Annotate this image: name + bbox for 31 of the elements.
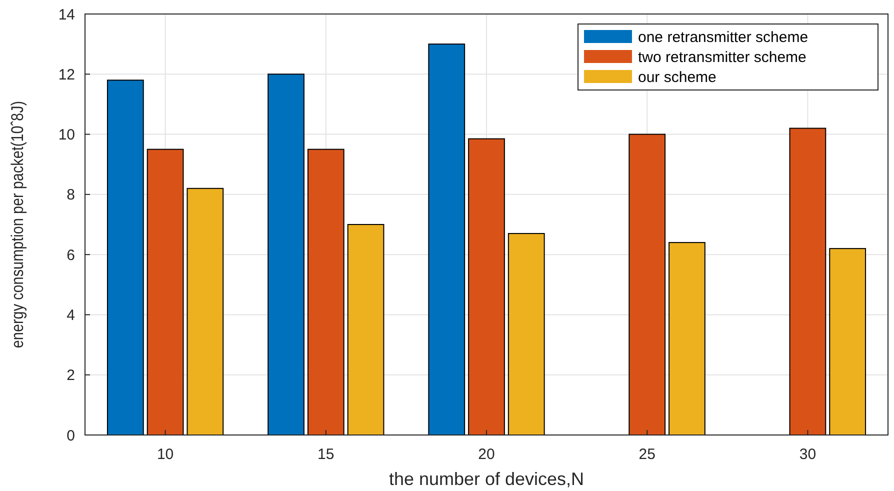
bar [186, 188, 224, 436]
bar [668, 242, 706, 436]
x-tick-label: 20 [478, 446, 495, 463]
bar [428, 44, 466, 436]
y-tick-label: 14 [58, 6, 75, 24]
y-tick-label: 8 [66, 186, 75, 204]
legend-label: two retransmitter scheme [638, 49, 806, 66]
x-axis-title: the number of devices,N [388, 469, 584, 489]
bar [468, 138, 505, 436]
bar [829, 248, 866, 436]
x-tick-label: 15 [318, 446, 334, 463]
bar [628, 134, 666, 436]
bar [146, 148, 184, 436]
bar [347, 224, 384, 436]
bar [508, 233, 545, 436]
y-tick-label: 0 [66, 427, 75, 444]
legend-label: our scheme [638, 69, 716, 86]
legend-label: one retransmitter scheme [638, 29, 808, 46]
y-tick-label: 2 [66, 367, 75, 384]
y-tick-label: 4 [66, 306, 75, 324]
bar [106, 80, 144, 436]
bar [789, 128, 826, 436]
x-tick-label: 25 [638, 446, 656, 463]
y-axis-title: energy consumption per packet(10ˆ8J) [8, 100, 28, 348]
y-tick-label: 12 [58, 66, 75, 84]
x-tick-label: 30 [799, 446, 816, 463]
y-tick-label: 10 [58, 126, 75, 144]
bar [268, 74, 304, 436]
x-tick-label: 10 [156, 446, 174, 463]
bar [307, 148, 344, 436]
y-tick-label: 6 [66, 246, 75, 264]
